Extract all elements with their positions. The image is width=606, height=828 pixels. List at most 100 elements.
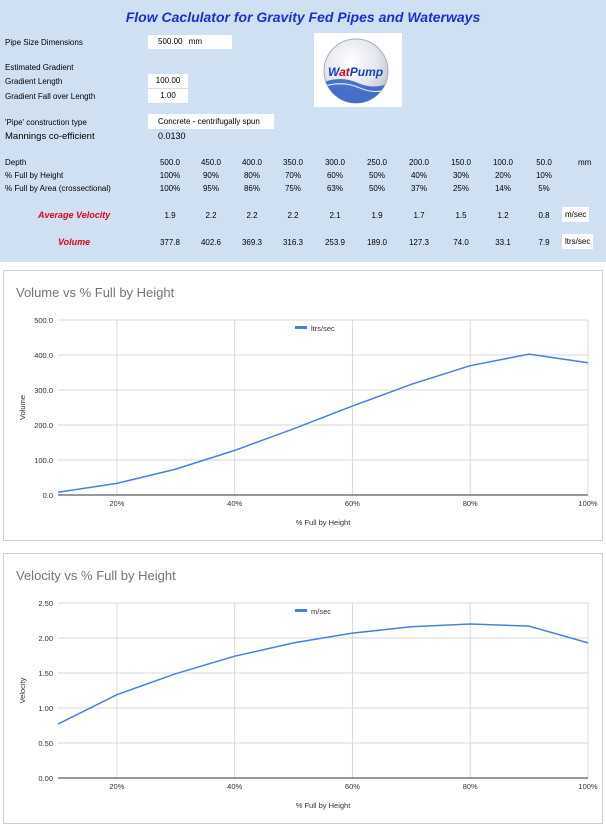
area-cell: 75% [284, 184, 301, 193]
pipe-size-unit: mm [188, 37, 203, 46]
velocity-cell: 2.1 [329, 211, 341, 220]
gradient-length-field[interactable]: 100.00 [148, 74, 188, 88]
y-axis-label: Volume [18, 395, 27, 420]
height-cell: 10% [535, 171, 552, 180]
volume-cell: 253.9 [324, 238, 346, 247]
depth-cell: 200.0 [408, 158, 430, 167]
y-tick-label: 100.0 [34, 456, 53, 465]
depth-cell: 250.0 [366, 158, 388, 167]
velocity-cell: 1.9 [164, 211, 176, 220]
velocity-cell: 2.2 [205, 211, 217, 220]
x-axis-label: % Full by Height [296, 801, 352, 810]
height-cell: 40% [410, 171, 427, 180]
velocity-cell: 1.9 [371, 211, 383, 220]
area-cell: 50% [368, 184, 385, 193]
legend-label: ltrs/sec [311, 324, 335, 333]
legend-label: m/sec [311, 607, 331, 616]
x-tick-label: 80% [463, 782, 478, 791]
depth-cell: 50.0 [536, 158, 552, 167]
gradient-fall-label: Gradient Fall over Length [5, 92, 96, 101]
velocity-chart: Velocity vs % Full by Height 0.00 0.50 1.0… [3, 553, 603, 824]
logo-text-pump: Pump [350, 65, 383, 79]
area-label: % Full by Area (crossectional) [5, 184, 111, 193]
x-tick-label: 40% [227, 499, 242, 508]
y-axis-label: Velocity [18, 677, 27, 703]
area-cell: 63% [326, 184, 343, 193]
area-cell: 86% [243, 184, 260, 193]
height-cell: 70% [284, 171, 301, 180]
mannings-value: 0.0130 [158, 131, 186, 141]
depth-cell: 450.0 [200, 158, 222, 167]
gradient-fall-field[interactable]: 1.00 [148, 89, 188, 103]
height-cell: 60% [326, 171, 343, 180]
volume-cell: 369.3 [241, 238, 263, 247]
velocity-unit: m/sec [562, 207, 590, 222]
velocity-label: Average Velocity [38, 210, 111, 220]
gradient-length-label: Gradient Length [5, 77, 63, 86]
mannings-label: Mannings co-efficient [5, 131, 95, 142]
y-tick-label: 0.0 [43, 491, 53, 500]
velocity-chart-plot: 0.00 0.50 1.00 1.50 2.00 2.50 20% 40% 60% 80% 100%… [18, 599, 598, 810]
svg-text:WatPump: WatPump [328, 65, 383, 79]
y-tick-label: 1.50 [38, 669, 53, 678]
velocity-cell: 1.7 [413, 211, 425, 220]
area-cell: 95% [202, 184, 219, 193]
height-label: % Full by Height [5, 171, 64, 180]
y-tick-label: 300.0 [34, 386, 53, 395]
velocity-cell: 2.2 [287, 211, 299, 220]
construction-select[interactable]: Concrete - centrifugally spun [148, 114, 274, 129]
watpump-logo: WatPump [314, 33, 402, 107]
y-tick-label: 200.0 [34, 421, 53, 430]
volume-unit: ltrs/sec [562, 234, 594, 249]
x-tick-label: 20% [109, 499, 124, 508]
velocity-chart-title: Velocity vs % Full by Height [16, 568, 176, 583]
y-tick-label: 1.00 [38, 704, 53, 713]
x-tick-label: 100% [578, 782, 598, 791]
y-tick-label: 2.50 [38, 599, 53, 608]
velocity-cell: 2.2 [246, 211, 258, 220]
volume-cell: 377.8 [159, 238, 181, 247]
area-cell: 5% [538, 184, 550, 193]
area-cell: 14% [494, 184, 511, 193]
legend-swatch [295, 609, 307, 612]
calculator-panel: Flow Caclulator for Gravity Fed Pipes an… [0, 0, 606, 262]
x-axis-label: % Full by Height [296, 518, 352, 527]
logo-text-at: at [339, 65, 351, 79]
x-tick-label: 40% [227, 782, 242, 791]
pipe-size-field[interactable]: 500.00 mm [148, 35, 232, 49]
page-title: Flow Caclulator for Gravity Fed Pipes an… [125, 9, 481, 25]
area-cell: 25% [452, 184, 469, 193]
x-tick-label: 60% [345, 782, 360, 791]
volume-cell: 316.3 [282, 238, 304, 247]
legend-swatch [295, 326, 307, 329]
logo-globe-icon: WatPump [323, 38, 389, 104]
depth-label: Depth [5, 158, 27, 167]
x-tick-label: 20% [109, 782, 124, 791]
volume-label: Volume [58, 237, 91, 247]
volume-cell: 33.1 [495, 238, 511, 247]
area-cell: 37% [410, 184, 427, 193]
construction-label: 'Pipe' construction type [5, 118, 87, 127]
height-cell: 100% [159, 171, 181, 180]
depth-cell: 100.0 [492, 158, 514, 167]
depth-unit: mm [578, 158, 592, 167]
logo-text-w: W [328, 65, 341, 79]
x-tick-label: 60% [345, 499, 360, 508]
height-cell: 80% [243, 171, 260, 180]
volume-cell: 402.6 [200, 238, 222, 247]
y-tick-label: 500.0 [34, 316, 53, 325]
pipe-size-label: Pipe Size Dimensions [5, 38, 83, 47]
depth-cell: 150.0 [450, 158, 472, 167]
y-tick-label: 0.00 [38, 774, 53, 783]
height-cell: 50% [368, 171, 385, 180]
depth-cell: 500.0 [159, 158, 181, 167]
volume-chart-title: Volume vs % Full by Height [16, 285, 175, 300]
velocity-cell: 1.5 [455, 211, 467, 220]
depth-cell: 350.0 [282, 158, 304, 167]
volume-cell: 127.3 [408, 238, 430, 247]
series-line [57, 353, 589, 493]
height-cell: 90% [202, 171, 219, 180]
series-line [57, 623, 589, 725]
y-tick-label: 2.00 [38, 634, 53, 643]
y-tick-label: 400.0 [34, 351, 53, 360]
